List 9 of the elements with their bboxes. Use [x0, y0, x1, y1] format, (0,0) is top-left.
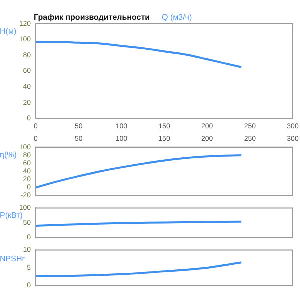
line-series [36, 262, 243, 278]
chart-title: График производительности [34, 13, 150, 22]
y-axis-title: P(кВт) [0, 210, 24, 220]
y-axis-title: η(%) [0, 150, 18, 160]
x-axis-title: Q (м3/ч) [162, 13, 192, 22]
line-series [36, 41, 243, 68]
line-series [36, 154, 243, 189]
y-axis-title: NPSHr [0, 254, 26, 264]
y-axis-title: H(м) [0, 27, 17, 36]
